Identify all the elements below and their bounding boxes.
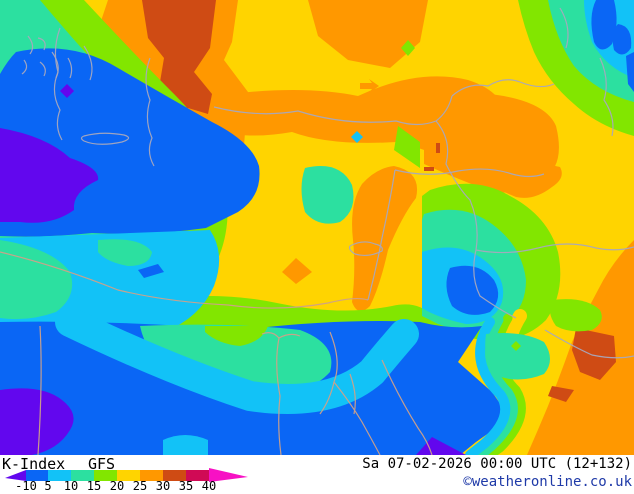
coastlines [0,7,634,456]
parameter-label: K-Index [2,455,65,473]
legend-tick: 30 [156,479,170,490]
legend-tick: 10 [64,479,78,490]
legend-tick: 35 [179,479,193,490]
copyright-label: ©weatheronline.co.uk [463,474,632,490]
legend-tick: 5 [44,479,51,490]
model-label: GFS [88,455,115,473]
legend: K-Index GFS -10 5 10 15 20 25 30 35 40 S… [0,455,634,493]
legend-tick: 20 [110,479,124,490]
legend-colorbar [5,468,248,482]
datetime-label: Sa 07-02-2026 00:00 UTC (12+132) [362,456,632,472]
region-purple-west [0,128,99,223]
contour-regions [0,0,634,462]
legend-tick: 40 [202,479,216,490]
legend-tick: -10 [15,479,37,490]
legend-tick: 25 [133,479,147,490]
legend-tick: 15 [87,479,101,490]
legend-ticks: -10 5 10 15 20 25 30 35 40 [15,479,216,493]
